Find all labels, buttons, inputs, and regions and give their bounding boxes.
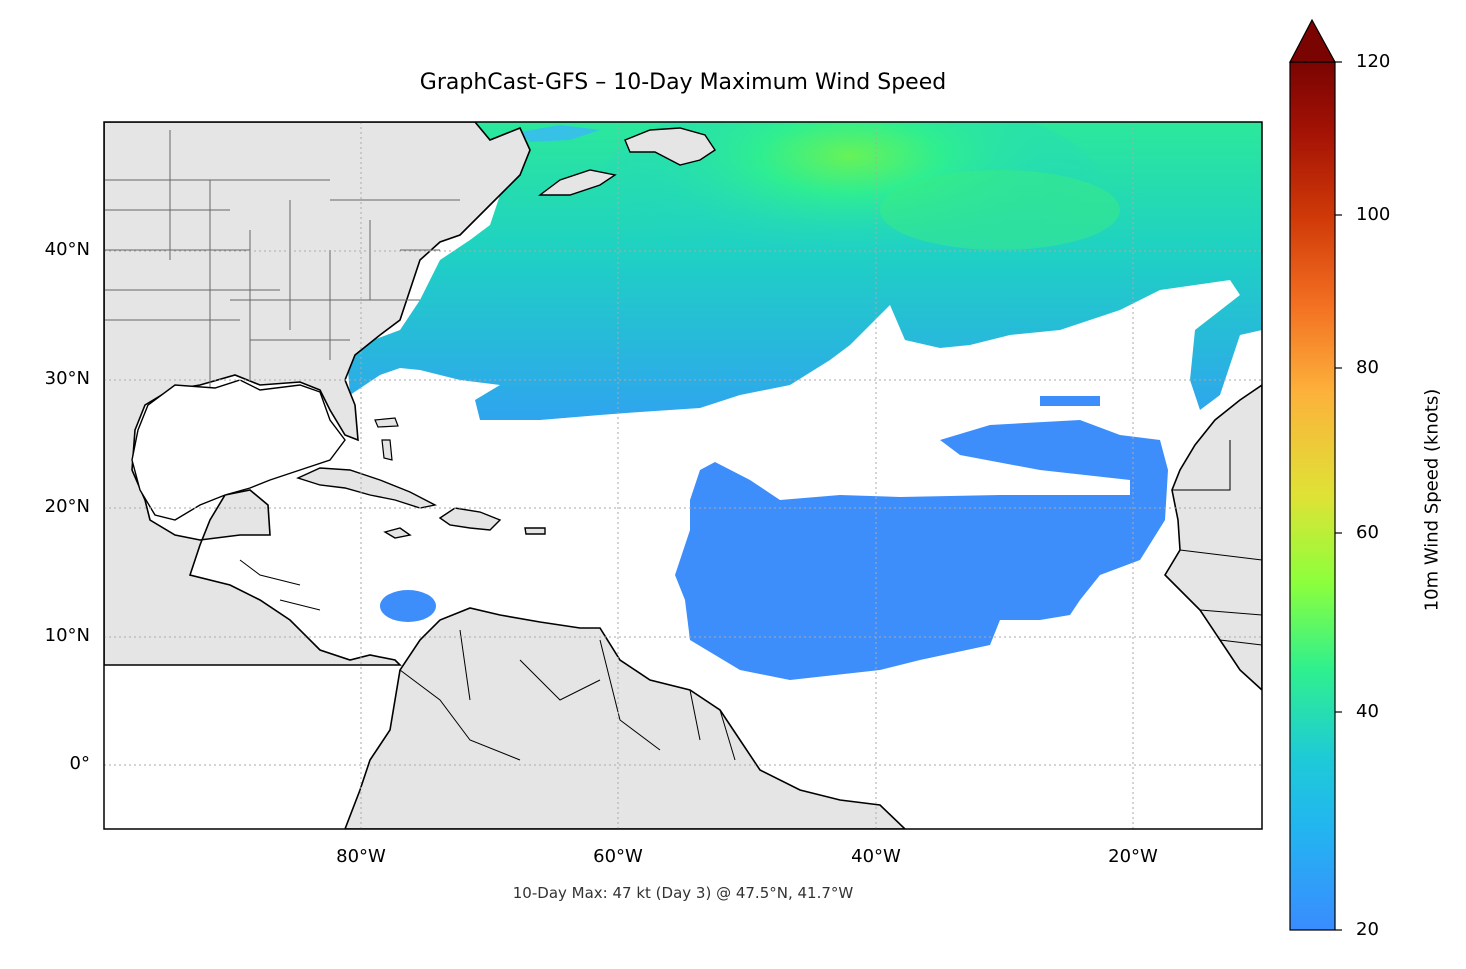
- colorbar-label-80: 80: [1356, 357, 1379, 378]
- colorbar-label-20: 20: [1356, 919, 1379, 940]
- map-frame: [103, 121, 1263, 830]
- island-puerto-rico: [524, 527, 546, 535]
- lat-label-10n: 10°N: [44, 625, 90, 646]
- lon-label-80w: 80°W: [336, 846, 386, 867]
- wind-field-trades: [675, 420, 1168, 680]
- wind-fragment: [1040, 396, 1100, 406]
- lon-label-20w: 20°W: [1108, 846, 1158, 867]
- africa-boundaries: [1172, 440, 1262, 646]
- wind-field-caribbean: [380, 590, 436, 622]
- lat-label-0: 0°: [69, 753, 90, 774]
- land-south-america: [344, 607, 907, 829]
- lat-label-40n: 40°N: [44, 239, 90, 260]
- lon-label-40w: 40°W: [851, 846, 901, 867]
- island-cuba: [296, 467, 438, 509]
- colorbar-label-100: 100: [1356, 204, 1391, 225]
- colorbar-label-120: 120: [1356, 51, 1391, 72]
- gridlines: [104, 122, 1262, 829]
- colorbar-label-60: 60: [1356, 522, 1379, 543]
- state-boundaries: [104, 130, 460, 390]
- colorbar-extend-arrow: [1289, 18, 1337, 63]
- max-wind-annotation: 10-Day Max: 47 kt (Day 3) @ 47.5°N, 41.7…: [512, 884, 854, 902]
- lat-label-20n: 20°N: [44, 496, 90, 517]
- island-jamaica: [383, 527, 412, 539]
- country-boundaries: [239, 559, 736, 761]
- colorbar-ticks: [1335, 61, 1342, 931]
- gulf-of-mexico: [131, 379, 346, 521]
- island-bahamas: [374, 417, 399, 461]
- colorbar-label-40: 40: [1356, 701, 1379, 722]
- island-hispaniola: [438, 507, 502, 531]
- wind-maximum-core: [590, 122, 1110, 310]
- wind-streak: [880, 170, 1120, 250]
- colorbar: [1289, 61, 1336, 931]
- colorbar-title: 10m Wind Speed (knots): [1421, 388, 1443, 612]
- land-newfoundland: [624, 127, 716, 166]
- lon-label-60w: 60°W: [593, 846, 643, 867]
- lat-label-30n: 30°N: [44, 368, 90, 389]
- map-title: GraphCast-GFS – 10-Day Maximum Wind Spee…: [419, 70, 947, 95]
- wind-fragment: [520, 125, 600, 142]
- land-nova-scotia: [537, 169, 617, 196]
